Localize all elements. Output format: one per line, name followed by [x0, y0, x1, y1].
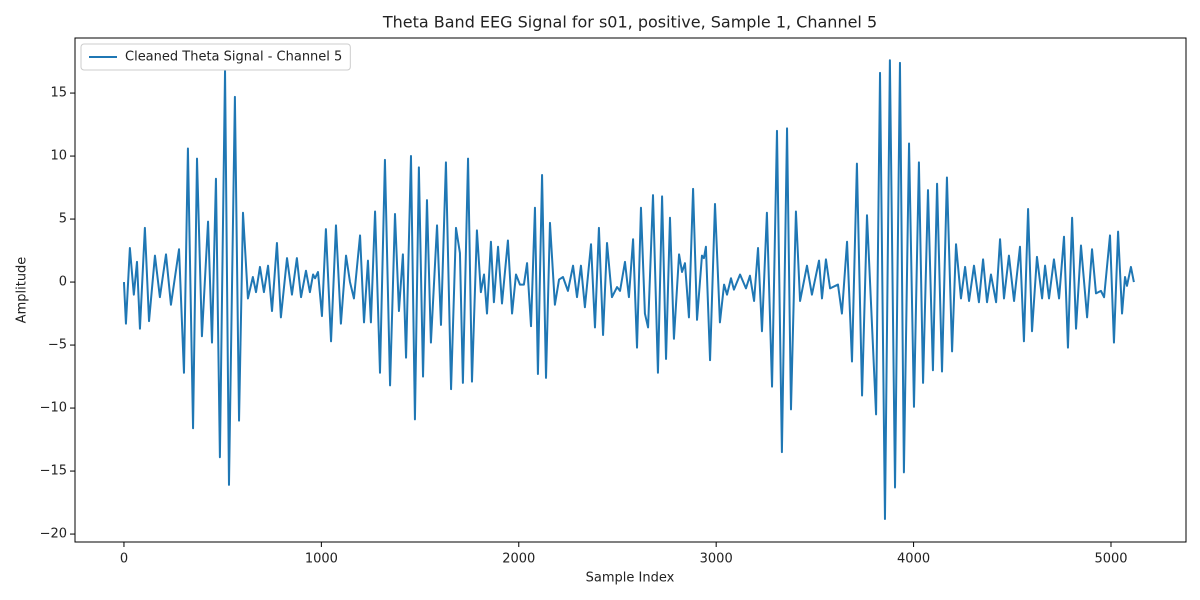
y-tick-label: 15: [50, 86, 67, 101]
x-tick-label: 1000: [305, 552, 338, 567]
y-axis-label: Amplitude: [15, 257, 30, 324]
chart-title: Theta Band EEG Signal for s01, positive,…: [382, 13, 877, 32]
x-axis-label: Sample Index: [586, 571, 675, 586]
legend-box: [80, 43, 351, 71]
x-tick-label: 2000: [502, 552, 535, 567]
x-tick-label: 4000: [897, 552, 930, 567]
y-tick-label: 0: [59, 275, 67, 290]
legend-label: Cleaned Theta Signal - Channel 5: [125, 50, 342, 65]
x-tick-label: 5000: [1094, 552, 1127, 567]
signal-line: [122, 59, 1135, 520]
y-tick-label: −20: [40, 527, 67, 542]
x-tick-label: 3000: [700, 552, 733, 567]
plot-frame: [74, 37, 1187, 543]
y-tick-label: −15: [40, 464, 67, 479]
y-tick-label: −10: [40, 401, 67, 416]
y-tick-label: 5: [59, 212, 67, 227]
y-tick-label: −5: [48, 338, 67, 353]
y-tick-label: 10: [50, 149, 67, 164]
x-tick-label: 0: [120, 552, 128, 567]
